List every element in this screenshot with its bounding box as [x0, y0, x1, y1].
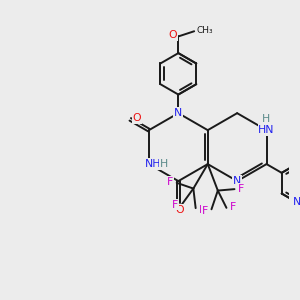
- Text: O: O: [169, 30, 178, 40]
- Text: N: N: [233, 176, 241, 186]
- Text: CH₃: CH₃: [196, 26, 213, 35]
- Text: O: O: [176, 205, 184, 214]
- Text: O: O: [132, 113, 141, 123]
- Text: N: N: [292, 197, 300, 208]
- Text: HN: HN: [258, 125, 275, 135]
- Text: H: H: [262, 114, 270, 124]
- Text: F: F: [199, 205, 205, 214]
- Text: H: H: [160, 159, 168, 169]
- Text: F: F: [202, 206, 208, 216]
- Text: F: F: [172, 200, 178, 210]
- Text: NH: NH: [145, 159, 161, 169]
- Text: F: F: [230, 202, 236, 212]
- Text: F: F: [167, 177, 173, 187]
- Text: F: F: [238, 184, 244, 194]
- Text: N: N: [174, 108, 182, 118]
